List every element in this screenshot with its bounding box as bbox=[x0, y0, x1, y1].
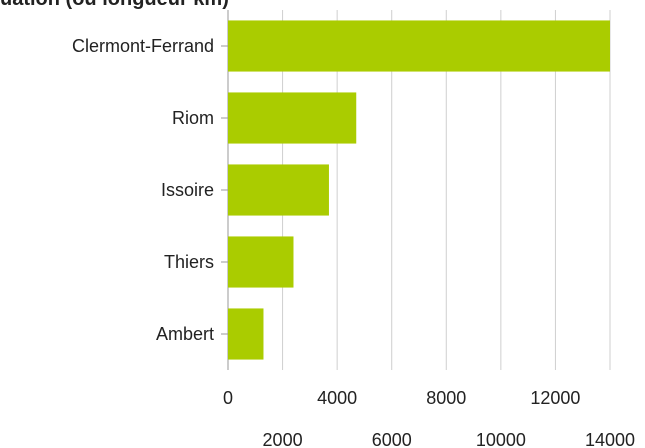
x-tick-label: 0 bbox=[223, 388, 233, 408]
bar bbox=[228, 164, 329, 216]
x-tick-label: 6000 bbox=[372, 430, 412, 448]
x-tick-label: 14000 bbox=[585, 430, 635, 448]
x-tick-label: 2000 bbox=[263, 430, 303, 448]
y-tick-label: Thiers bbox=[164, 252, 214, 272]
y-tick-label: Riom bbox=[172, 108, 214, 128]
y-tick-label: Clermont-Ferrand bbox=[72, 36, 214, 56]
x-tick-label: 10000 bbox=[476, 430, 526, 448]
bar bbox=[228, 92, 357, 144]
bar bbox=[228, 20, 610, 72]
chart-title: uation (ou longueur km) bbox=[0, 0, 229, 10]
bar bbox=[228, 236, 294, 288]
y-tick-label: Issoire bbox=[161, 180, 214, 200]
bar bbox=[228, 308, 264, 360]
y-tick-label: Ambert bbox=[156, 324, 214, 344]
x-tick-label: 4000 bbox=[317, 388, 357, 408]
x-tick-label: 12000 bbox=[530, 388, 580, 408]
x-tick-label: 8000 bbox=[426, 388, 466, 408]
